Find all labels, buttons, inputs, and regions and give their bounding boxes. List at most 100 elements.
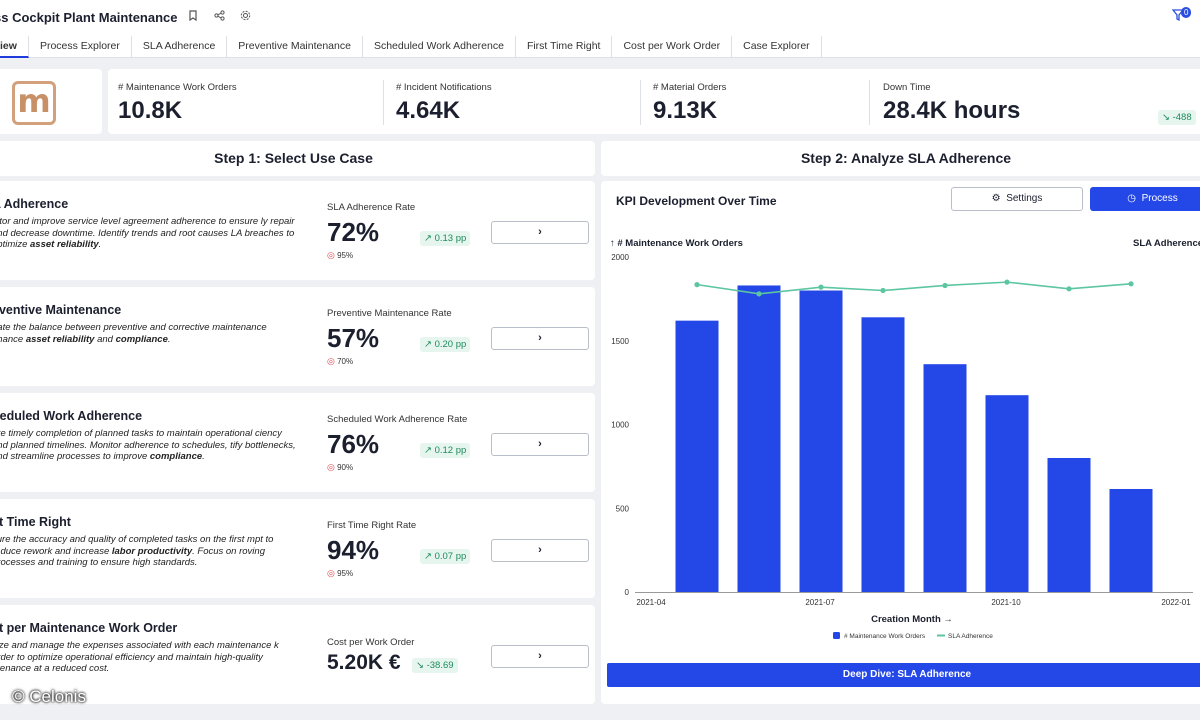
metric-label: SLA Adherence Rate [327, 202, 416, 213]
kpi-maintenance-work-orders: # Maintenance Work Orders 10.8K [108, 69, 378, 134]
deep-dive-button[interactable]: Deep Dive: SLA Adherence [607, 663, 1200, 687]
tab-bar: iew Process Explorer SLA Adherence Preve… [0, 36, 1200, 58]
sla-adherence-point [818, 284, 824, 290]
sla-adherence-point [1004, 279, 1010, 285]
step1-header: Step 1: Select Use Case [0, 141, 595, 176]
use-case-title: st Time Right [0, 515, 71, 529]
use-case-title: heduled Work Adherence [0, 409, 143, 423]
kpi-divider [869, 80, 870, 125]
kpi-label: # Material Orders [653, 82, 727, 93]
open-use-case-button[interactable]: › [491, 221, 589, 244]
chart-bar [675, 320, 719, 592]
use-case-description: sure the accuracy and quality of complet… [0, 534, 274, 568]
tab-cost-per-work-order[interactable]: Cost per Work Order [612, 36, 733, 58]
use-case-description: nitor and improve service level agreemen… [0, 216, 295, 250]
open-use-case-button[interactable]: › [491, 539, 589, 562]
sla-adherence-point [1128, 281, 1134, 287]
legend-label: SLA Adherence [948, 633, 993, 640]
y-tick-label: 1000 [611, 421, 629, 430]
tab-process-explorer[interactable]: Process Explorer [29, 36, 132, 58]
brand-logo: m [12, 81, 56, 125]
metric-label: First Time Right Rate [327, 520, 417, 531]
y-tick-label: 2000 [611, 253, 629, 262]
x-tick-label: 2021-07 [805, 598, 835, 607]
target-value: ◎ 95% [327, 250, 354, 260]
tab-preventive-maintenance[interactable]: Preventive Maintenance [227, 36, 363, 58]
use-case-card-cost-per-work-order[interactable]: st per Maintenance Work Order lyze and m… [0, 605, 595, 704]
chart-bar [799, 290, 843, 592]
target-value: ◎ 90% [327, 462, 354, 472]
tab-first-time-right[interactable]: First Time Right [516, 36, 613, 58]
kpi-chart-card: KPI Development Over Time ⚙ Settings ◷ P… [601, 181, 1200, 704]
y-axis-title: ↑ # Maintenance Work Orders [610, 238, 743, 249]
kpi-label: Down Time [883, 82, 931, 93]
kpi-value: 10.8K [118, 97, 183, 124]
y2-axis-title: SLA Adherence [1133, 238, 1200, 249]
metric-label: Scheduled Work Adherence Rate [327, 414, 468, 425]
trend-badge: ↗ 0.13 pp [420, 231, 471, 246]
use-case-description: uate the balance between preventive and … [0, 322, 267, 345]
target-icon: ◎ [327, 250, 335, 260]
target-value: ◎ 70% [327, 356, 354, 366]
filter-count-badge: 0 [1181, 7, 1192, 18]
chart-title: KPI Development Over Time [616, 194, 777, 208]
use-case-description: ure timely completion of planned tasks t… [0, 428, 296, 462]
kpi-value: 9.13K [653, 97, 718, 124]
kpi-chart: 0 500 1000 1500 2000 2021-04 2021-07 2021-10 202… [611, 253, 1193, 640]
bookmark-icon[interactable] [186, 10, 200, 24]
sla-adherence-line [696, 281, 1132, 295]
use-case-card-sla-adherence[interactable]: A Adherence nitor and improve service le… [0, 181, 595, 280]
open-use-case-button[interactable]: › [491, 433, 589, 456]
tab-overview[interactable]: iew [0, 36, 29, 58]
tab-scheduled-work-adherence[interactable]: Scheduled Work Adherence [363, 36, 516, 58]
chart-bar [737, 285, 781, 592]
top-bar: ss Cockpit Plant Maintenance 0 [0, 0, 1200, 36]
x-tick-label: 2021-04 [636, 598, 666, 607]
watermark: © Celonis [12, 687, 86, 706]
gear-icon: ⚙ [991, 193, 1001, 204]
y-tick-label: 500 [616, 504, 630, 513]
trend-badge: ↗ 0.12 pp [420, 443, 471, 458]
sla-adherence-point [756, 291, 762, 297]
use-case-card-first-time-right[interactable]: st Time Right sure the accuracy and qual… [0, 499, 595, 598]
kpi-strip [108, 69, 1200, 134]
target-value: ◎ 95% [327, 568, 354, 578]
step2-header: Step 2: Analyze SLA Adherence [601, 141, 1200, 176]
use-case-card-scheduled-work-adherence[interactable]: heduled Work Adherence ure timely comple… [0, 393, 595, 492]
share-icon[interactable] [212, 10, 226, 24]
kpi-label: # Maintenance Work Orders [118, 82, 237, 93]
chart-bar [861, 317, 905, 592]
use-case-card-preventive-maintenance[interactable]: eventive Maintenance uate the balance be… [0, 287, 595, 386]
tab-case-explorer[interactable]: Case Explorer [732, 36, 822, 58]
sla-adherence-point [694, 282, 700, 288]
y-tick-label: 1500 [611, 337, 629, 346]
title-actions [186, 10, 252, 24]
chart-process-button[interactable]: ◷ Process [1090, 187, 1200, 211]
app-title: ss Cockpit Plant Maintenance [0, 10, 178, 25]
kpi-value: 4.64K [396, 97, 461, 124]
metric-value: 94% [327, 535, 380, 565]
trend-badge: ↗ 0.20 pp [420, 337, 471, 352]
metric-label: Preventive Maintenance Rate [327, 308, 452, 319]
legend-swatch-work-orders [833, 632, 840, 639]
kpi-down-time: Down Time 28.4K hours ↘ -488 [873, 69, 1200, 134]
sla-adherence-point [942, 282, 948, 289]
chart-bar [1109, 488, 1153, 592]
open-use-case-button[interactable]: › [491, 645, 589, 668]
gear-icon[interactable] [238, 10, 252, 24]
tab-sla-adherence[interactable]: SLA Adherence [132, 36, 228, 58]
chart-settings-button[interactable]: ⚙ Settings [951, 187, 1083, 211]
y-tick-label: 0 [625, 588, 630, 597]
trend-badge: ↗ 0.07 pp [420, 549, 471, 564]
target-icon: ◎ [327, 356, 335, 366]
target-icon: ◎ [327, 462, 335, 472]
kpi-value: 28.4K hours [883, 97, 1021, 124]
chart-bar [923, 364, 967, 592]
use-case-title: st per Maintenance Work Order [0, 621, 178, 635]
logo-card: m [0, 69, 102, 134]
x-tick-label: 2021-10 [991, 598, 1021, 607]
use-case-title: eventive Maintenance [0, 303, 122, 317]
x-tick-label: 2022-01 [1161, 598, 1191, 607]
kpi-divider [383, 80, 384, 125]
open-use-case-button[interactable]: › [491, 327, 589, 350]
